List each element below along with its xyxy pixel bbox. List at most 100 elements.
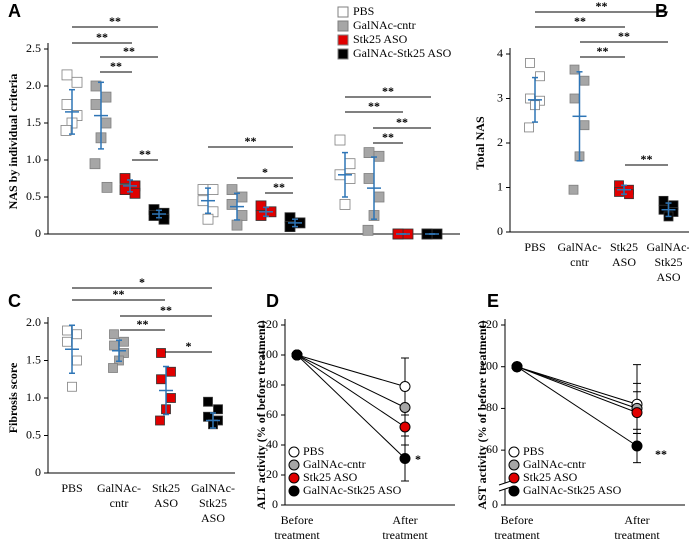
series-line — [296, 354, 406, 459]
legend-swatch — [508, 472, 520, 484]
y-axis-label: NAS by individual criteria — [6, 74, 20, 210]
significance-label: ** — [113, 287, 125, 301]
data-point — [525, 58, 535, 68]
data-point — [362, 224, 374, 236]
x-tick-label: ASO — [154, 496, 178, 510]
significance-label: ** — [368, 99, 380, 113]
legend-swatch — [288, 485, 300, 497]
data-point — [579, 120, 590, 131]
data-point — [158, 213, 170, 225]
significance-label: ** — [574, 14, 586, 28]
x-tick-label: ASO — [612, 255, 636, 269]
legend-swatch — [508, 446, 520, 458]
x-tick-label: treatment — [494, 528, 540, 542]
data-point — [399, 402, 411, 413]
data-point — [535, 71, 545, 82]
y-tick-label: 2.0 — [26, 78, 41, 92]
data-point — [339, 198, 351, 210]
significance-label: ** — [96, 30, 108, 44]
y-tick-label: 1.0 — [26, 390, 41, 404]
significance-label: * — [262, 165, 268, 179]
y-tick-label: 0.5 — [26, 189, 41, 203]
data-point — [90, 99, 102, 110]
significance-label: ** — [618, 29, 630, 43]
legend-label: GalNAc-cntr — [353, 18, 416, 32]
y-tick-label: 20 — [266, 467, 278, 481]
legend-swatch — [508, 485, 520, 497]
y-tick-label: 1 — [497, 179, 503, 193]
data-point — [166, 393, 176, 403]
data-point — [100, 117, 112, 129]
data-point — [399, 381, 411, 392]
x-tick-label: ASO — [656, 270, 680, 284]
significance-label: ** — [641, 152, 653, 166]
y-axis-label: AST activity (% of before treatment) — [475, 321, 489, 510]
y-tick-label: 2.0 — [26, 315, 41, 329]
significance-label: ** — [137, 317, 149, 331]
series-line — [296, 354, 406, 408]
series-line — [516, 366, 638, 405]
significance-label: ** — [382, 130, 394, 144]
y-tick-label: 0 — [272, 497, 278, 511]
y-tick-label: 60 — [486, 442, 498, 456]
significance-label: * — [139, 275, 145, 289]
significance-label: ** — [109, 14, 121, 28]
y-tick-label: 4 — [497, 46, 503, 60]
panel-letter: B — [655, 1, 668, 21]
y-tick-label: 1.5 — [26, 115, 41, 129]
data-point — [569, 93, 580, 104]
y-tick-label: 0 — [497, 224, 503, 238]
y-axis-label: Fibrosis score — [6, 362, 20, 433]
x-tick-label: GalNAc- — [647, 240, 689, 254]
data-point — [89, 158, 101, 170]
x-tick-label: PBS — [61, 481, 82, 495]
data-point — [344, 158, 356, 170]
legend-label: GalNAc-Stk25 ASO — [523, 483, 622, 497]
data-point — [511, 361, 523, 373]
legend-label: Stk25 ASO — [523, 470, 578, 484]
y-tick-label: 0 — [35, 226, 41, 240]
legend-swatch — [508, 459, 520, 471]
x-tick-label: Before — [281, 513, 314, 527]
data-point — [213, 404, 223, 415]
data-point — [568, 184, 579, 195]
significance-label: ** — [245, 134, 257, 148]
x-tick-label: After — [392, 513, 417, 527]
series-line — [516, 366, 638, 447]
y-tick-label: 120 — [260, 317, 278, 331]
significance-label: ** — [396, 115, 408, 129]
data-point — [71, 76, 83, 88]
legend-swatch — [288, 446, 300, 458]
axis-break-gap — [499, 483, 511, 489]
legend-swatch — [288, 459, 300, 471]
legend-label: GalNAc-Stk25 ASO — [303, 483, 402, 497]
data-point — [579, 75, 590, 86]
data-point — [569, 64, 580, 75]
data-point — [203, 396, 213, 407]
x-tick-label: treatment — [382, 528, 428, 542]
y-tick-label: 2.5 — [26, 41, 41, 55]
x-tick-label: PBS — [524, 240, 545, 254]
data-point — [61, 69, 73, 81]
y-tick-label: 1.5 — [26, 352, 41, 366]
y-tick-label: 1.0 — [26, 152, 41, 166]
significance-label: ** — [273, 180, 285, 194]
legend-label: Stk25 ASO — [353, 32, 408, 46]
data-point — [109, 329, 119, 340]
x-tick-label: GalNAc- — [191, 481, 235, 495]
data-point — [100, 91, 112, 103]
series-line — [296, 354, 406, 428]
annotation: ** — [655, 447, 667, 461]
x-tick-label: Before — [501, 513, 534, 527]
y-tick-label: 0 — [35, 465, 41, 479]
data-point — [119, 336, 129, 347]
data-point — [373, 191, 385, 203]
legend-swatch — [288, 472, 300, 484]
legend-label: GalNAc-cntr — [523, 457, 586, 471]
data-point — [399, 421, 411, 433]
data-point — [202, 213, 214, 225]
data-point — [108, 363, 118, 373]
y-tick-label: 40 — [266, 437, 278, 451]
data-point — [334, 134, 346, 146]
y-tick-label: 3 — [497, 90, 503, 104]
